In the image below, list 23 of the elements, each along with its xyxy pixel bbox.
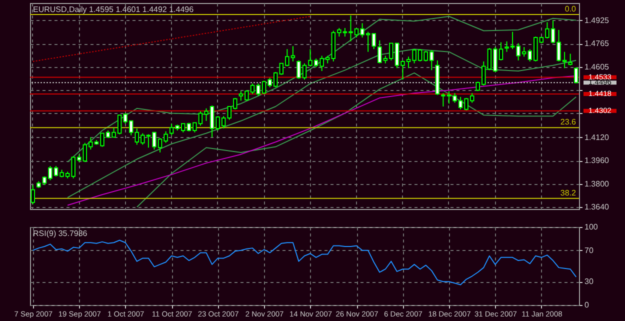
y-tick-label: 1.4605 (584, 62, 610, 72)
chart-title: RSI(9) 35.7986 (33, 229, 88, 238)
line-series (67, 75, 577, 206)
candlestick (568, 53, 572, 66)
y-tick-label: 0 (584, 300, 590, 310)
y-tick-label: 1.4120 (584, 132, 610, 142)
y-tick-label: 1.4925 (584, 16, 610, 25)
annotation: 23.6 (560, 118, 577, 127)
y-tick-label: 1.3640 (584, 202, 610, 212)
y-tick-label: 30 (584, 277, 594, 286)
annotation: 0.0 (564, 4, 577, 14)
y-tick-label: 1.3960 (584, 156, 610, 166)
candlestick (30, 184, 36, 205)
line-series (32, 240, 577, 286)
y-tick-label: 70 (584, 246, 594, 255)
y-tick-label: 1.4765 (584, 39, 610, 48)
line-series (136, 72, 577, 208)
y-tick-label: 1.3800 (584, 179, 610, 188)
candlestick (574, 66, 578, 84)
chart-title: EURUSD,Daily 1.4595 1.4601 1.4492 1.4496 (33, 5, 194, 14)
annotation: 38.2 (560, 188, 577, 198)
y-tick-label: 100 (584, 222, 598, 232)
line-series (67, 16, 577, 163)
